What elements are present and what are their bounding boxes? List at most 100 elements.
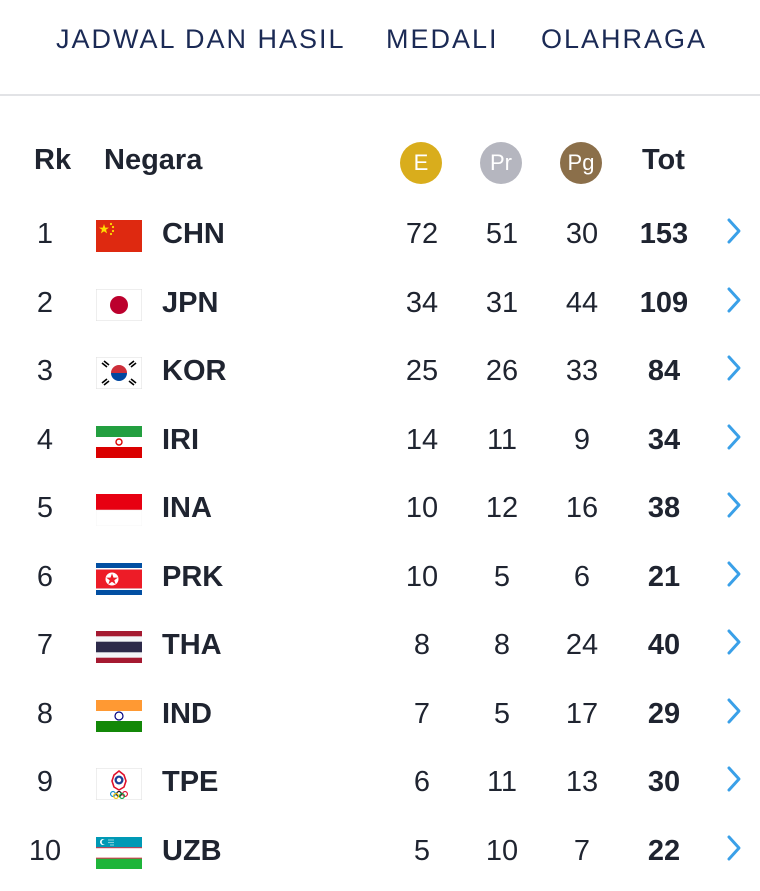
korea-flag	[96, 357, 142, 389]
rank-cell: 7	[36, 629, 54, 661]
total-count-cell: 29	[647, 697, 681, 730]
total-count-cell: 40	[647, 629, 681, 661]
chevron-right-icon[interactable]	[722, 283, 746, 317]
medal-table-row[interactable]: 7 THA 8 8 24 40	[0, 611, 760, 679]
silver-count-cell: 5	[493, 697, 511, 730]
country-column-header: Negara	[104, 144, 203, 176]
gold-count-cell: 10	[405, 492, 439, 524]
bronze-count-cell: 44	[565, 286, 599, 319]
uzbekistan-flag	[96, 836, 142, 869]
chevron-right-icon[interactable]	[722, 831, 746, 865]
country-code-cell: IRI	[162, 423, 200, 456]
rank-cell: 10	[28, 834, 62, 867]
country-code-cell: JPN	[162, 286, 219, 319]
country-code-cell: THA	[162, 629, 222, 661]
rank-cell: 6	[36, 560, 54, 593]
total-count-cell: 34	[647, 423, 681, 456]
rank-cell: 9	[36, 766, 54, 798]
chevron-right-icon[interactable]	[722, 420, 746, 454]
bronze-count-cell: 7	[573, 834, 591, 867]
bronze-count-cell: 30	[565, 218, 599, 250]
bronze-count-cell: 24	[565, 629, 599, 661]
silver-count-cell: 31	[485, 286, 519, 319]
chevron-right-icon[interactable]	[722, 488, 746, 522]
top-navigation: JADWAL DAN HASIL MEDALI OLAHRAGA	[0, 0, 760, 96]
gold-count-cell: 7	[413, 697, 431, 730]
medal-table-row[interactable]: 3 KOR 25 26 33 84	[0, 337, 760, 405]
medal-table-row[interactable]: 8 IND 7 5 17 29	[0, 680, 760, 748]
rank-cell: 2	[36, 286, 54, 319]
silver-count-cell: 8	[493, 629, 511, 661]
gold-count-cell: 10	[405, 560, 439, 593]
bronze-count-cell: 9	[573, 423, 591, 456]
total-count-cell: 22	[647, 834, 681, 867]
silver-count-cell: 10	[485, 834, 519, 867]
medal-table-row[interactable]: 9 TPE 6 11 13 30	[0, 748, 760, 816]
silver-count-cell: 51	[485, 218, 519, 250]
silver-count-cell: 11	[486, 766, 518, 798]
bronze-count-cell: 16	[565, 492, 599, 524]
rank-column-header: Rk	[34, 144, 72, 176]
chevron-right-icon[interactable]	[722, 762, 746, 796]
gold-count-cell: 8	[413, 629, 431, 661]
iran-flag	[96, 425, 142, 458]
chevron-right-icon[interactable]	[722, 625, 746, 659]
silver-count-cell: 26	[485, 355, 519, 387]
rank-cell: 4	[36, 423, 54, 456]
total-column-header: Tot	[642, 144, 685, 176]
chevron-right-icon[interactable]	[722, 694, 746, 728]
medal-table-row[interactable]: 10 UZB 5 10 7 22	[0, 817, 760, 885]
total-count-cell: 109	[639, 286, 689, 319]
bronze-count-cell: 6	[573, 560, 591, 593]
rank-cell: 3	[36, 355, 54, 387]
nav-tab-schedule-results[interactable]: JADWAL DAN HASIL	[56, 24, 346, 54]
gold-count-cell: 25	[405, 355, 439, 387]
medal-table-row[interactable]: 5 INA 10 12 16 38	[0, 474, 760, 542]
gold-count-cell: 72	[405, 218, 439, 250]
north-korea-flag	[96, 562, 142, 595]
rank-cell: 8	[36, 697, 54, 730]
total-count-cell: 21	[647, 560, 681, 593]
nav-tab-sports[interactable]: OLAHRAGA	[541, 24, 708, 54]
indonesia-flag	[96, 494, 142, 526]
medal-table-row[interactable]: 1 CHN 72 51 30 153	[0, 200, 760, 268]
medal-table-row[interactable]: 6 PRK 10 5 6 21	[0, 543, 760, 611]
country-code-cell: INA	[162, 492, 212, 524]
rank-cell: 5	[36, 492, 54, 524]
medal-table-row[interactable]: 2 JPN 34 31 44 109	[0, 269, 760, 337]
bronze-count-cell: 33	[565, 355, 599, 387]
country-code-cell: TPE	[162, 766, 219, 798]
rank-cell: 1	[36, 218, 54, 250]
india-flag	[96, 699, 142, 732]
silver-count-cell: 12	[485, 492, 519, 524]
gold-medal-icon: E	[400, 142, 442, 184]
country-code-cell: CHN	[162, 218, 225, 250]
silver-medal-icon: Pr	[480, 142, 522, 184]
medal-table-header: Rk Negara E Pr Pg Tot	[0, 130, 760, 194]
chevron-right-icon[interactable]	[722, 351, 746, 385]
nav-tab-medals[interactable]: MEDALI	[386, 24, 499, 54]
total-count-cell: 153	[639, 218, 689, 250]
country-code-cell: UZB	[162, 834, 222, 867]
china-flag	[96, 220, 142, 252]
medal-table-row[interactable]: 4 IRI 14 11 9 34	[0, 406, 760, 474]
bronze-medal-icon: Pg	[560, 142, 602, 184]
gold-count-cell: 5	[413, 834, 431, 867]
country-code-cell: PRK	[162, 560, 224, 593]
gold-count-cell: 34	[405, 286, 439, 319]
gold-count-cell: 14	[405, 423, 439, 456]
total-count-cell: 30	[647, 766, 681, 798]
chevron-right-icon[interactable]	[722, 214, 746, 248]
bronze-count-cell: 13	[565, 766, 599, 798]
silver-count-cell: 5	[493, 560, 511, 593]
bronze-count-cell: 17	[565, 697, 599, 730]
total-count-cell: 38	[647, 492, 681, 524]
thailand-flag	[96, 631, 142, 663]
gold-count-cell: 6	[413, 766, 431, 798]
chevron-right-icon[interactable]	[722, 557, 746, 591]
country-code-cell: IND	[162, 697, 212, 730]
country-code-cell: KOR	[162, 355, 227, 387]
total-count-cell: 84	[647, 355, 681, 387]
chinese-taipei-flag	[96, 768, 142, 800]
silver-count-cell: 11	[486, 423, 518, 456]
